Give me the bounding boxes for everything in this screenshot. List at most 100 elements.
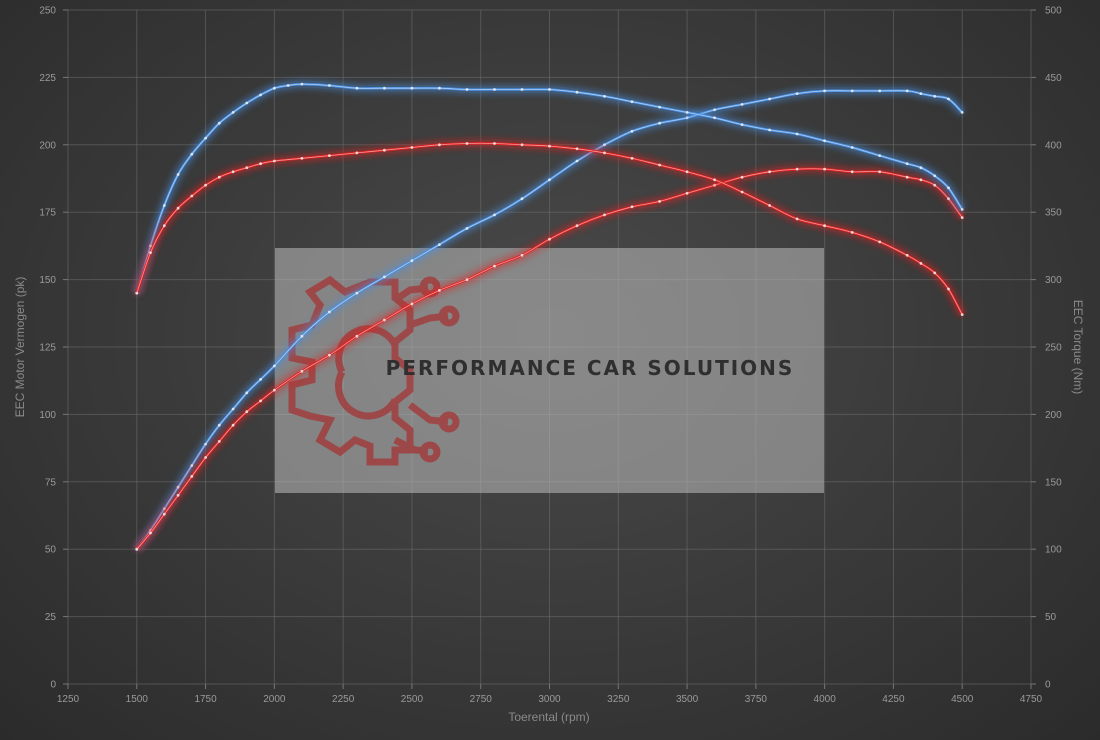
data-point: [520, 253, 524, 257]
data-point: [328, 310, 331, 314]
left-tick-label: 100: [39, 410, 56, 421]
data-point: [685, 191, 689, 195]
data-point: [933, 271, 937, 275]
data-point: [823, 167, 826, 171]
left-tick-label: 125: [39, 343, 56, 354]
data-point: [630, 205, 634, 209]
data-point: [190, 464, 194, 467]
data-point: [878, 89, 882, 93]
data-point: [162, 204, 166, 207]
data-point: [300, 82, 304, 86]
data-point: [231, 111, 235, 114]
data-point: [878, 240, 882, 244]
data-point: [740, 123, 744, 126]
x-tick-label: 3250: [607, 694, 630, 705]
data-point: [149, 531, 152, 535]
data-point: [176, 173, 180, 176]
data-point: [768, 128, 771, 132]
left-tick-label: 150: [39, 275, 56, 286]
data-point: [960, 313, 964, 316]
x-tick-label: 3000: [538, 694, 561, 705]
data-point: [300, 156, 304, 160]
data-point: [919, 166, 923, 170]
data-point: [231, 170, 235, 174]
data-point: [162, 512, 166, 516]
data-point: [245, 101, 249, 105]
data-point: [685, 116, 689, 120]
right-tick-label: 250: [1045, 343, 1062, 354]
data-point: [245, 410, 249, 414]
data-point: [383, 318, 386, 322]
right-tick-label: 0: [1045, 680, 1051, 691]
x-tick-label: 4000: [814, 694, 837, 705]
data-point: [795, 217, 799, 221]
right-tick-label: 150: [1045, 477, 1062, 488]
series: [133, 80, 966, 552]
data-point: [383, 148, 386, 152]
right-axis-ticks: 0 50 100 150 200 250 300 350 400 450 500: [1045, 6, 1062, 691]
data-point: [438, 289, 441, 292]
data-point: [575, 147, 579, 151]
data-point: [630, 100, 634, 104]
series-1: [133, 87, 965, 552]
data-point: [465, 142, 469, 145]
right-axis-title: EEC Torque (Nm): [1071, 300, 1085, 394]
right-tick-label: 50: [1045, 612, 1057, 623]
data-point: [795, 167, 799, 171]
data-point: [410, 302, 414, 306]
series-2: [134, 165, 966, 552]
series-highlight: [136, 168, 963, 550]
x-tick-label: 1750: [194, 694, 217, 705]
data-point: [960, 208, 964, 211]
right-tick-label: 300: [1045, 275, 1062, 286]
data-point: [713, 116, 716, 120]
left-tick-label: 225: [39, 73, 56, 84]
left-tick-label: 50: [45, 545, 57, 556]
left-tick-label: 200: [39, 140, 56, 151]
left-tick-label: 25: [45, 612, 57, 623]
data-point: [823, 224, 826, 228]
data-point: [685, 111, 689, 114]
data-point: [575, 224, 579, 228]
data-point: [658, 105, 661, 109]
data-point: [630, 129, 634, 133]
data-point: [438, 243, 441, 247]
data-point: [259, 93, 262, 97]
left-tick-label: 175: [39, 208, 56, 219]
data-point: [465, 88, 469, 91]
data-point: [933, 174, 937, 178]
data-point: [823, 89, 826, 93]
data-point: [795, 132, 799, 136]
data-point: [658, 163, 661, 167]
data-point: [176, 485, 180, 489]
x-tick-label: 2000: [263, 694, 286, 705]
data-point: [135, 547, 139, 551]
data-point: [960, 111, 964, 114]
data-point: [850, 231, 854, 234]
data-point: [259, 399, 262, 403]
data-point: [204, 136, 208, 140]
data-point: [850, 170, 854, 174]
data-point: [162, 224, 166, 228]
data-point: [768, 204, 771, 207]
data-point: [919, 92, 923, 95]
x-tick-label: 4750: [1020, 694, 1043, 705]
data-point: [328, 353, 331, 357]
right-tick-label: 400: [1045, 140, 1062, 151]
data-point: [520, 143, 524, 147]
data-point: [947, 197, 950, 201]
data-point: [383, 86, 386, 90]
watermark-text: PERFORMANCE CAR SOLUTIONS: [386, 356, 795, 380]
data-point: [383, 275, 386, 279]
data-point: [520, 88, 524, 91]
x-tick-label: 2500: [401, 694, 424, 705]
left-axis-ticks: 0 25 50 75 100 125 150 175 200 225 250: [39, 6, 56, 691]
data-point: [905, 175, 909, 179]
data-point: [947, 97, 950, 101]
data-point: [658, 121, 661, 125]
data-point: [300, 369, 304, 373]
data-point: [905, 89, 909, 93]
data-point: [740, 103, 744, 106]
data-point: [465, 227, 469, 230]
